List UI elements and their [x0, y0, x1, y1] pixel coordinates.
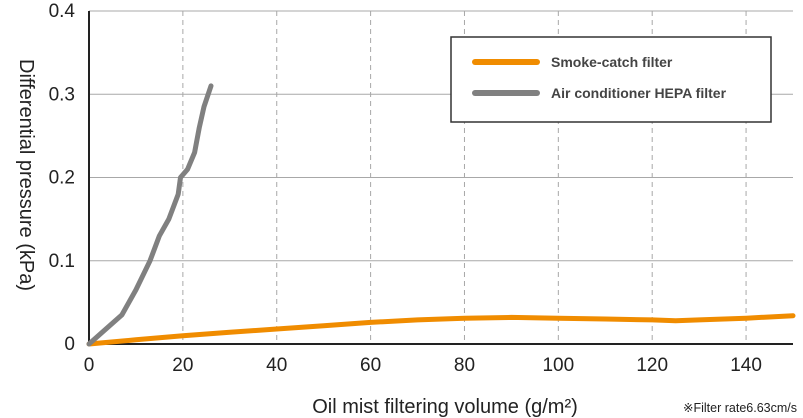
- series-lines: [86, 83, 796, 347]
- y-tick-label: 0.4: [49, 1, 76, 22]
- x-tick-label: 80: [454, 355, 475, 376]
- filter-rate-note: ※Filter rate6.63cm/s: [683, 401, 797, 415]
- axes: [88, 11, 793, 345]
- x-tick-label: 20: [172, 355, 193, 376]
- x-tick-label: 60: [360, 355, 381, 376]
- y-tick-label: 0: [64, 334, 75, 355]
- y-tick-label: 0.2: [49, 168, 75, 189]
- legend: Smoke-catch filter Air conditioner HEPA …: [450, 36, 772, 123]
- series-line-smoke-catch: [86, 313, 796, 347]
- x-tick-label: 0: [84, 355, 95, 376]
- legend-label-smoke-catch: Smoke-catch filter: [551, 54, 673, 70]
- x-tick-label: 140: [730, 355, 762, 376]
- x-tick-label: 40: [266, 355, 287, 376]
- y-axis-title: Differential pressure (kPa): [15, 59, 37, 291]
- y-tick-label: 0.1: [49, 251, 75, 272]
- x-axis-title: Oil mist filtering volume (g/m²): [312, 396, 578, 418]
- legend-label-hepa: Air conditioner HEPA filter: [551, 85, 727, 101]
- x-tick-label: 100: [542, 355, 574, 376]
- legend-box: [450, 36, 772, 123]
- x-tick-label: 120: [636, 355, 668, 376]
- series-line-hepa: [86, 83, 214, 347]
- tick-labels: 0 0.1 0.2 0.3 0.4 0 20 40 60 80 100 120 140: [49, 1, 762, 376]
- y-tick-label: 0.3: [49, 84, 75, 105]
